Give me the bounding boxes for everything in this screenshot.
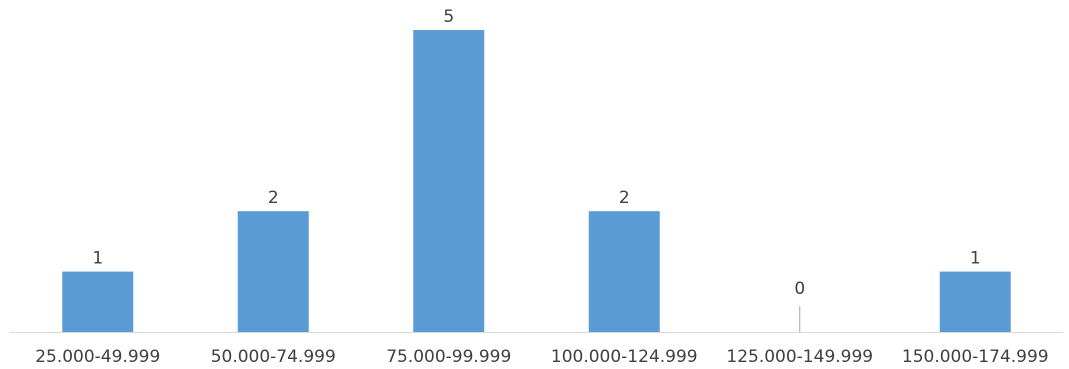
bar-2 <box>413 30 485 332</box>
bar-5 <box>939 271 1011 332</box>
bar-1 <box>237 211 309 332</box>
data-label-3: 2 <box>619 188 630 208</box>
data-label-2: 5 <box>443 7 454 27</box>
x-tick-label-2: 75.000-99.999 <box>386 347 511 367</box>
x-tick-label-1: 50.000-74.999 <box>211 347 336 367</box>
data-label-4: 0 <box>794 279 805 299</box>
bars-layer <box>62 30 1011 332</box>
x-tick-labels-layer: 25.000-49.999 50.000-74.999 75.000-99.999 1… <box>35 347 1048 367</box>
data-label-1: 2 <box>268 188 279 208</box>
bar-3 <box>588 211 660 332</box>
x-tick-label-3: 100.000-124.999 <box>551 347 698 367</box>
data-labels-layer: 1 2 5 2 0 1 <box>92 7 980 299</box>
x-tick-label-4: 125.000-149.999 <box>726 347 873 367</box>
x-tick-label-0: 25.000-49.999 <box>35 347 160 367</box>
x-tick-label-5: 150.000-174.999 <box>902 347 1049 367</box>
data-label-5: 1 <box>970 249 981 269</box>
data-label-0: 1 <box>92 249 103 269</box>
bar-0 <box>62 271 134 332</box>
